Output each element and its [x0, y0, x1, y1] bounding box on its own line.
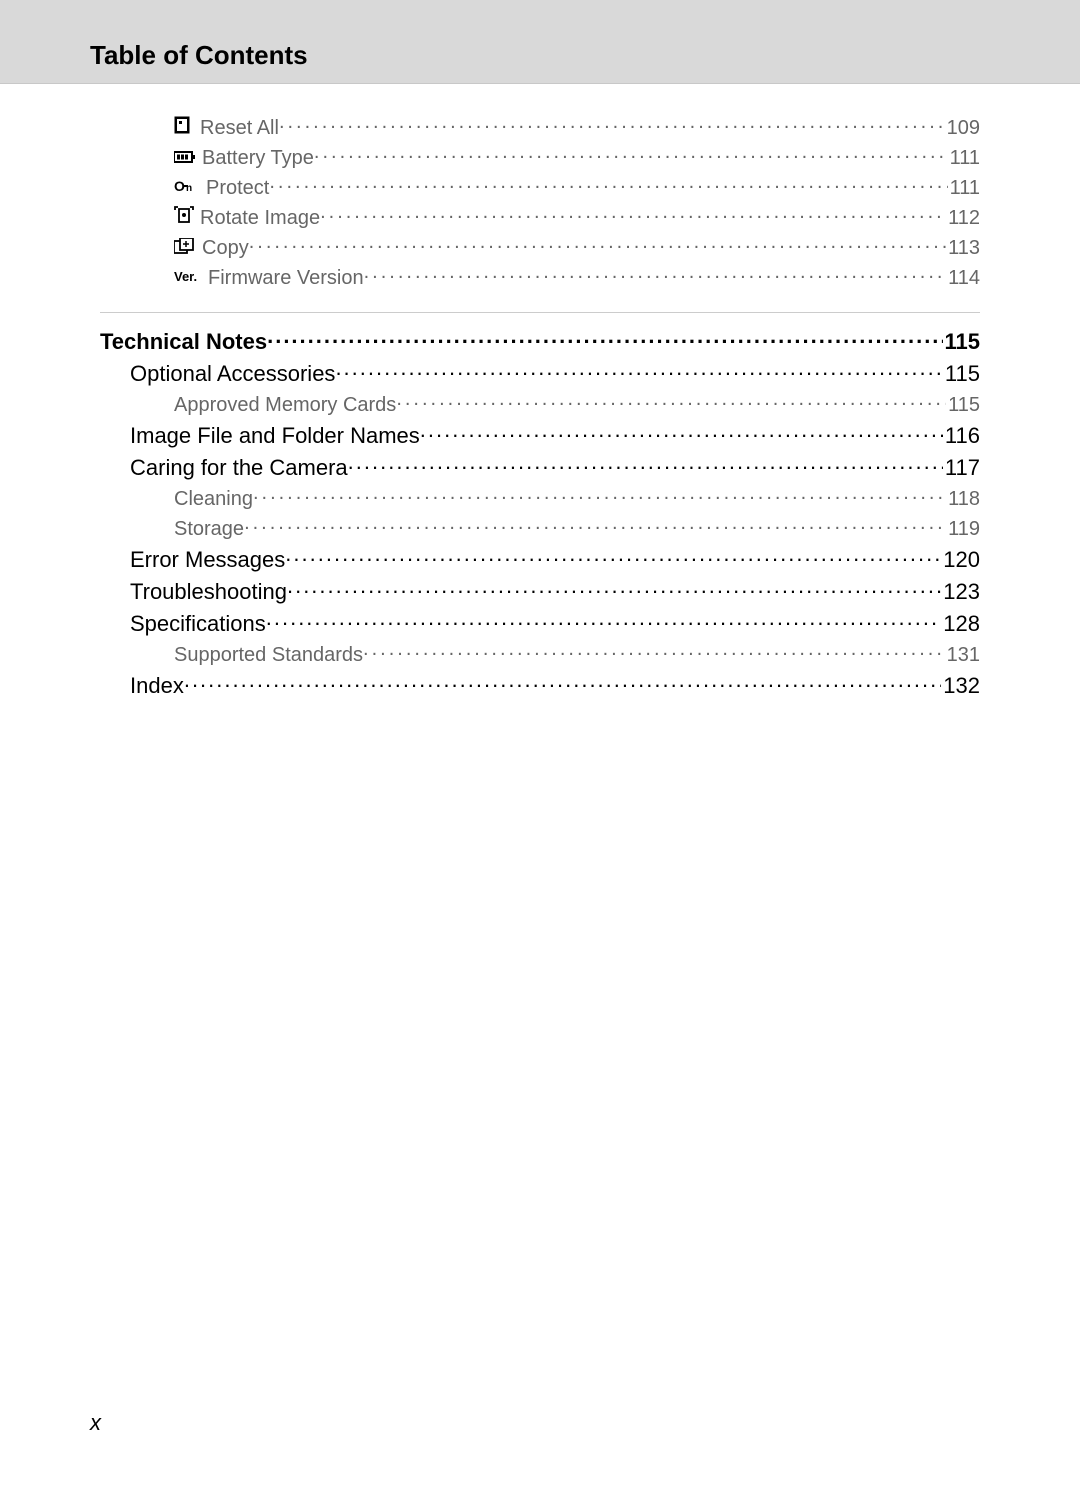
page-title: Table of Contents — [90, 40, 1080, 71]
rotate-icon — [174, 206, 194, 224]
toc-entry: Rotate Image 112 — [174, 204, 980, 230]
toc-page: 128 — [941, 611, 980, 637]
toc-entry: Optional Accessories 115 — [130, 359, 980, 387]
toc-label: Optional Accessories — [130, 361, 335, 387]
toc-content: Reset All 109 Battery Type 111 On Protec… — [0, 84, 1080, 699]
toc-page: 132 — [941, 673, 980, 699]
toc-entry: Error Messages 120 — [130, 545, 980, 573]
toc-page: 109 — [945, 117, 980, 140]
svg-text:O: O — [174, 178, 185, 194]
toc-label: Technical Notes — [100, 329, 267, 355]
toc-leader — [269, 174, 947, 194]
page-number: x — [90, 1410, 101, 1436]
page: Table of Contents Reset All 109 Battery … — [0, 0, 1080, 1486]
toc-entry: Battery Type 111 — [174, 144, 980, 170]
toc-leader — [396, 391, 946, 411]
toc-leader — [348, 453, 943, 475]
toc-label: Supported Standards — [174, 644, 363, 667]
toc-leader — [335, 359, 942, 381]
toc-page: 120 — [941, 547, 980, 573]
toc-page: 114 — [946, 267, 980, 290]
toc-page: 131 — [945, 644, 980, 667]
toc-leader — [320, 204, 946, 224]
toc-leader — [267, 327, 942, 349]
toc-page: 111 — [948, 147, 980, 170]
toc-page: 112 — [946, 207, 980, 230]
battery-icon — [174, 150, 196, 164]
toc-label: Error Messages — [130, 547, 285, 573]
protect-icon: On — [174, 178, 200, 194]
toc-label: Protect — [206, 177, 269, 200]
toc-leader — [285, 545, 941, 567]
header-bar: Table of Contents — [0, 0, 1080, 84]
toc-label: Rotate Image — [200, 207, 320, 230]
toc-leader — [279, 114, 945, 134]
toc-label: Reset All — [200, 117, 279, 140]
toc-leader — [266, 609, 942, 631]
toc-page: 117 — [943, 455, 980, 481]
toc-page: 111 — [948, 177, 980, 200]
toc-leader — [184, 671, 941, 693]
toc-page: 115 — [946, 394, 980, 417]
toc-entry: Approved Memory Cards 115 — [174, 391, 980, 417]
toc-label: Cleaning — [174, 488, 253, 511]
toc-entry: On Protect 111 — [174, 174, 980, 200]
copy-icon — [174, 238, 196, 254]
toc-entry: Reset All 109 — [174, 114, 980, 140]
toc-label: Image File and Folder Names — [130, 423, 420, 449]
toc-entry: Supported Standards 131 — [174, 641, 980, 667]
toc-entry: Specifications 128 — [130, 609, 980, 637]
toc-label: Specifications — [130, 611, 266, 637]
toc-label: Approved Memory Cards — [174, 394, 396, 417]
toc-label: Troubleshooting — [130, 579, 287, 605]
toc-label: Firmware Version — [208, 267, 364, 290]
toc-chapter: Technical Notes 115 — [100, 327, 980, 355]
toc-label: Storage — [174, 518, 244, 541]
toc-label: Index — [130, 673, 184, 699]
toc-entry: Cleaning 118 — [174, 485, 980, 511]
toc-leader — [249, 234, 946, 254]
toc-page: 118 — [946, 488, 980, 511]
toc-leader — [287, 577, 941, 599]
toc-entry: Storage 119 — [174, 515, 980, 541]
toc-entry: Image File and Folder Names 116 — [130, 421, 980, 449]
toc-leader — [253, 485, 946, 505]
toc-entry: Troubleshooting 123 — [130, 577, 980, 605]
section-divider — [100, 312, 980, 313]
version-icon: Ver. — [174, 268, 202, 284]
toc-leader — [364, 264, 947, 284]
toc-page: 123 — [941, 579, 980, 605]
toc-page: 115 — [943, 361, 980, 387]
reset-icon — [174, 116, 194, 134]
toc-label: Caring for the Camera — [130, 455, 348, 481]
toc-page: 113 — [946, 237, 980, 260]
toc-leader — [363, 641, 945, 661]
svg-text:Ver.: Ver. — [174, 269, 197, 284]
toc-entry: Caring for the Camera 117 — [130, 453, 980, 481]
toc-leader — [420, 421, 943, 443]
svg-text:n: n — [186, 183, 192, 194]
toc-leader — [244, 515, 946, 535]
toc-page: 116 — [943, 423, 980, 449]
toc-label: Battery Type — [202, 147, 314, 170]
toc-label: Copy — [202, 237, 249, 260]
toc-page: 119 — [946, 518, 980, 541]
toc-entry: Ver. Firmware Version 114 — [174, 264, 980, 290]
toc-leader — [314, 144, 948, 164]
toc-entry: Index 132 — [130, 671, 980, 699]
toc-entry: Copy 113 — [174, 234, 980, 260]
toc-page: 115 — [943, 329, 981, 355]
